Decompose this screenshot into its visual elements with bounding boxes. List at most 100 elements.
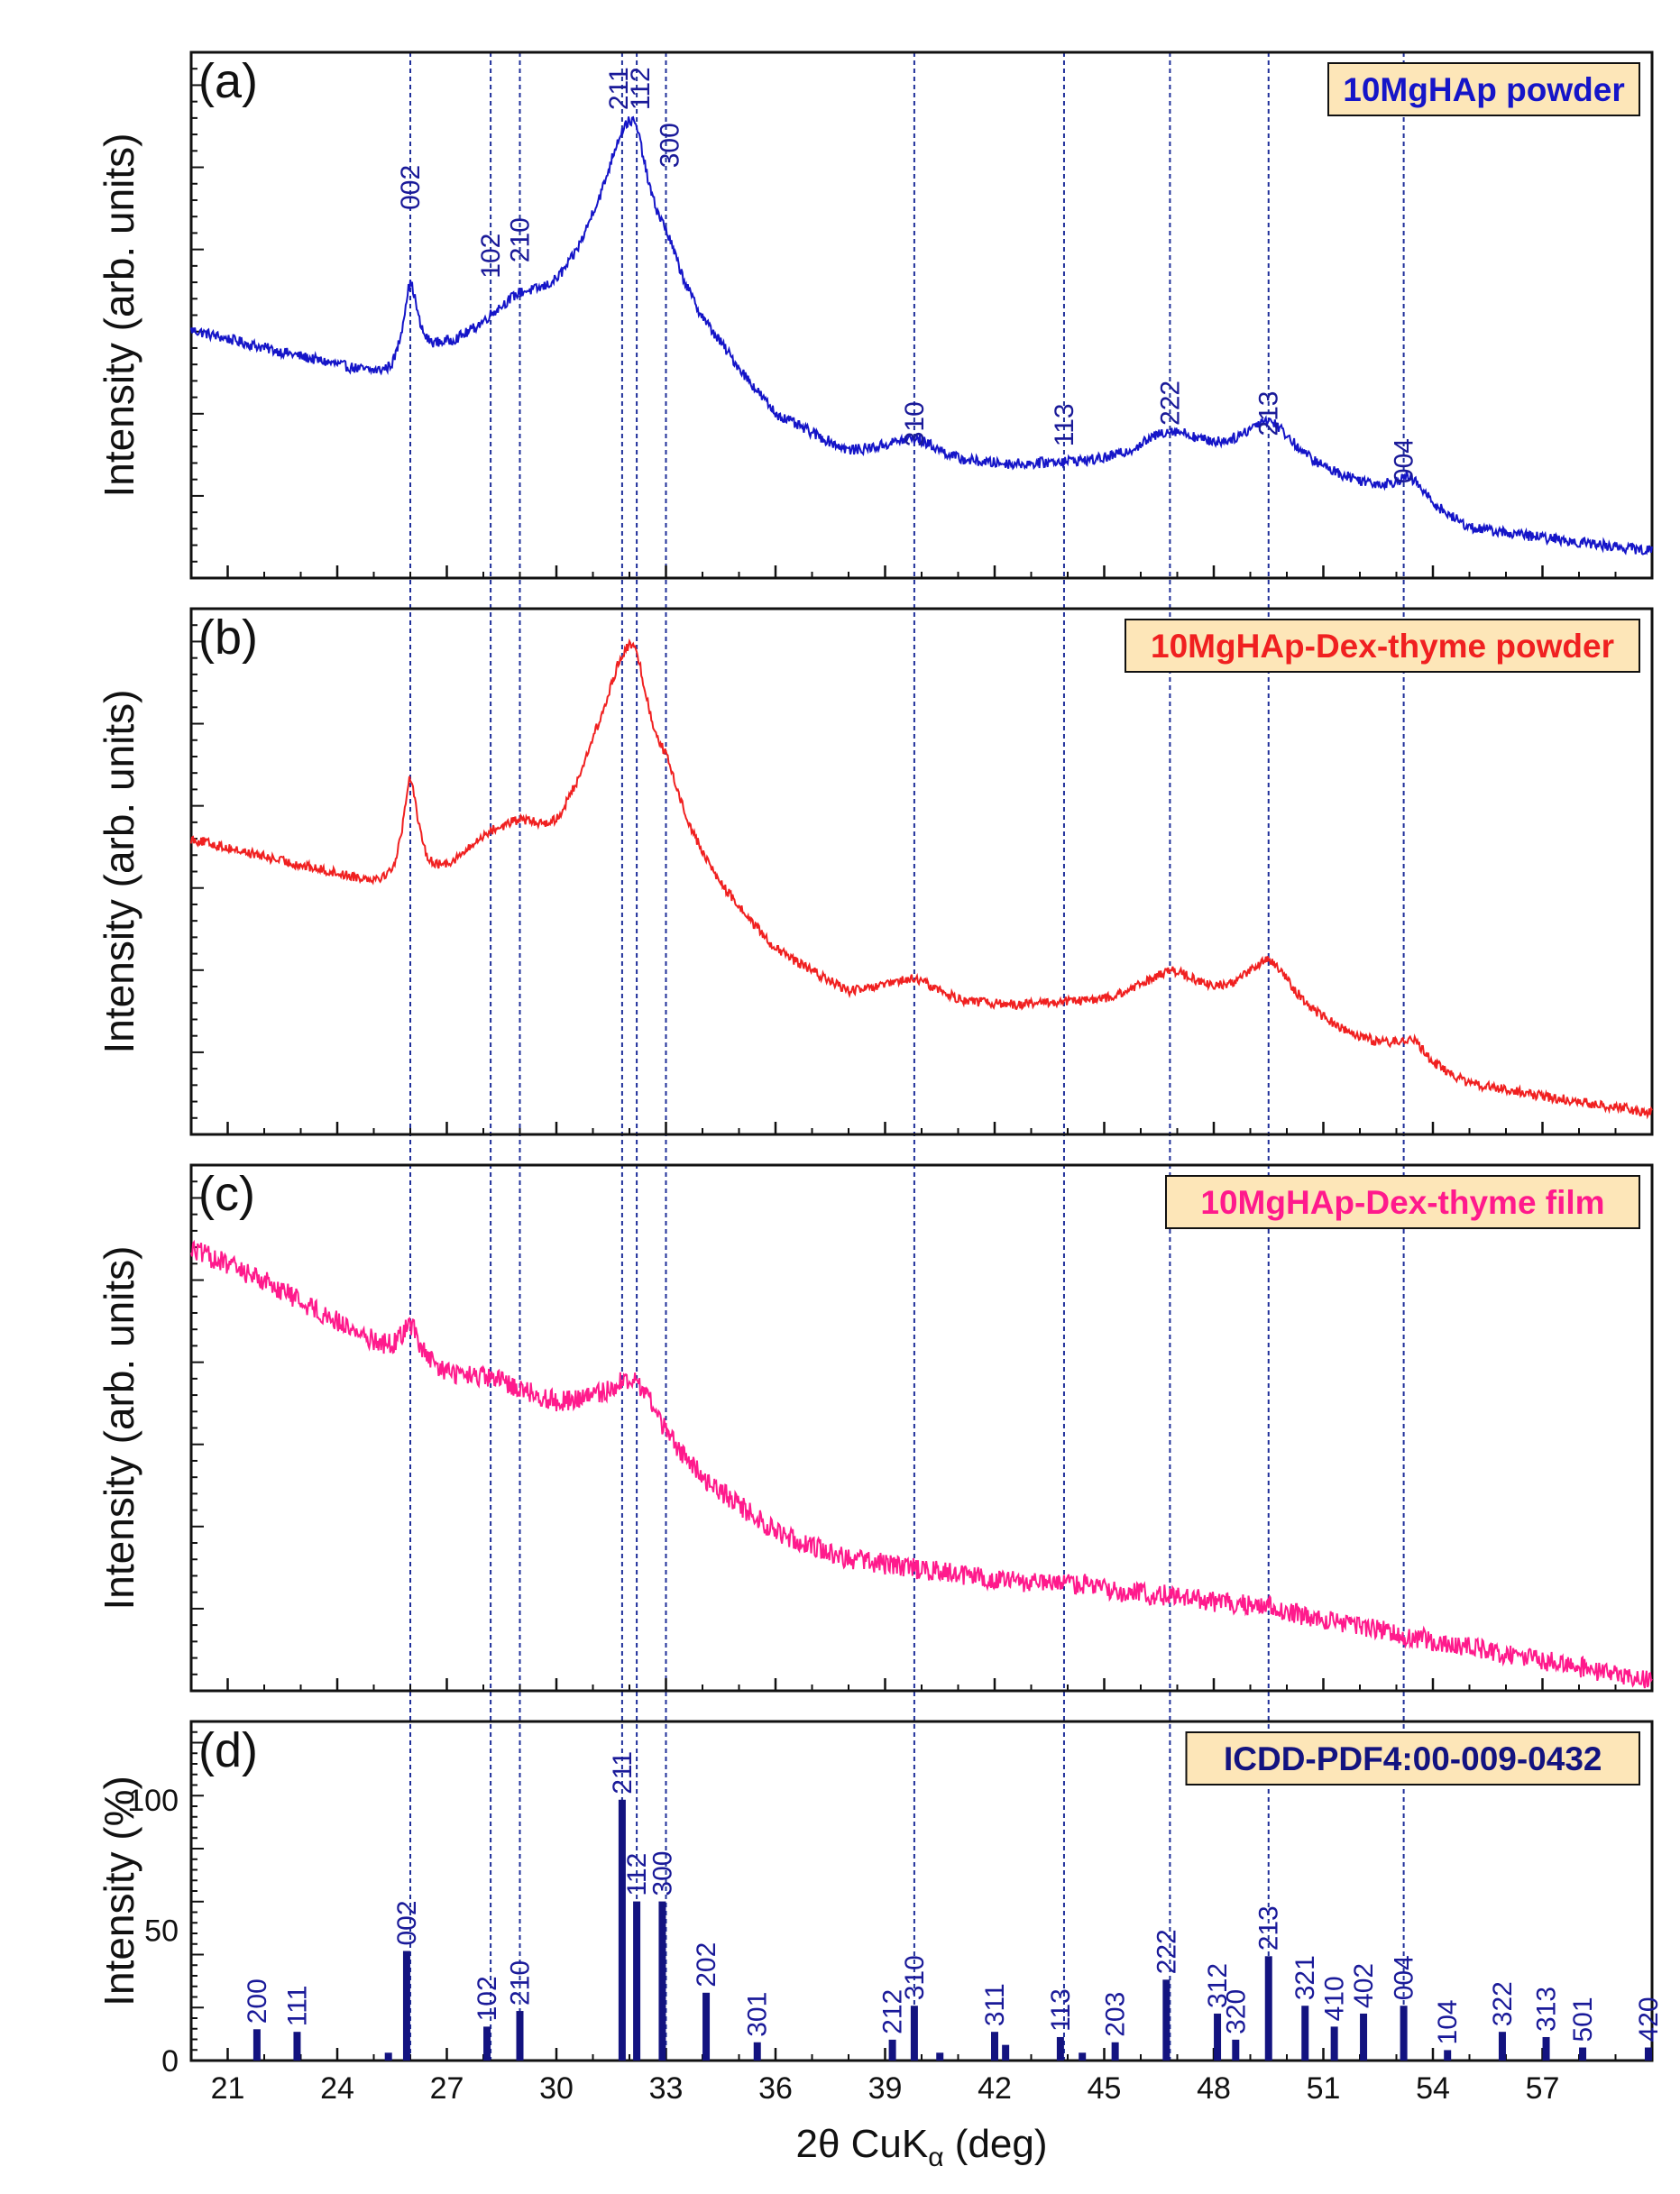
reflection-label: 211: [604, 67, 634, 110]
reflection-label: 300: [656, 123, 685, 168]
reference-stick: [1264, 1956, 1272, 2061]
panel-b-legend-box: [1125, 619, 1640, 673]
x-tick-label: 27: [430, 2071, 464, 2106]
reference-stick: [936, 2052, 944, 2061]
x-tick-label: 21: [211, 2071, 245, 2106]
x-tick-label: 30: [539, 2071, 574, 2106]
panel-d-legend-box: [1185, 1731, 1640, 1785]
reflection-label: 321: [1290, 1955, 1320, 2000]
panel-c: (c) Intensity (arb. units) 10MgHAp-Dex-t…: [96, 1163, 1654, 1693]
reflection-label: 213: [1254, 1905, 1284, 1951]
panel-c-y-axis-label: Intensity (arb. units): [96, 1246, 142, 1611]
reflection-label: 501: [1568, 1997, 1598, 2042]
reference-stick: [1301, 2006, 1309, 2061]
panel-a-tag: (a): [198, 54, 258, 108]
reference-stick: [1644, 2047, 1652, 2061]
reference-stick: [910, 2006, 918, 2061]
reflection-label: 102: [476, 234, 506, 279]
panel-d-legend-text: ICDD-PDF4:00-009-0432: [1224, 1740, 1602, 1777]
reference-pattern-sticks: [252, 1799, 1652, 2061]
reference-stick: [516, 2011, 524, 2061]
guide-lines: [409, 52, 1405, 2061]
reference-stick: [483, 2026, 491, 2061]
reference-stick: [1400, 2006, 1408, 2061]
panel-b: (b) Intensity (arb. units) 10MgHAp-Dex-t…: [96, 607, 1654, 1136]
y-tick-label: 0: [161, 2044, 179, 2079]
reflection-label: 222: [1155, 381, 1185, 426]
x-tick-label: 33: [649, 2071, 684, 2106]
panel-c-legend-box: [1165, 1175, 1640, 1229]
panel-a-legend-text: 10MgHAp powder: [1343, 71, 1624, 108]
reference-stick: [1002, 2044, 1010, 2061]
reference-stick: [1056, 2036, 1064, 2061]
reflection-label: 301: [743, 1992, 773, 2037]
x-tick-label: 51: [1307, 2071, 1341, 2106]
panel-b-tag: (b): [198, 610, 258, 665]
x-tick-label: 45: [1088, 2071, 1122, 2106]
reflection-label: 113: [1050, 403, 1079, 446]
reflection-label: 210: [506, 217, 536, 262]
reflection-label: 410: [1320, 1976, 1350, 2021]
reflection-label: 102: [473, 1976, 502, 2021]
panel-b-xrd-curve: [190, 638, 1653, 1120]
reference-stick: [1579, 2047, 1587, 2061]
reference-stick: [888, 2039, 896, 2061]
panel-b-legend-text: 10MgHAp-Dex-thyme powder: [1151, 628, 1614, 665]
panel-a-axis-ticks: [190, 51, 1653, 579]
reference-stick: [1360, 2013, 1368, 2061]
panel-d-y-tick-labels: 0 50 100: [127, 1784, 179, 2079]
x-tick-label: 42: [978, 2071, 1012, 2106]
reference-stick: [1444, 2050, 1452, 2061]
reference-stick: [1079, 2052, 1087, 2061]
reflection-label: 300: [647, 1851, 677, 1896]
reference-stick: [293, 2032, 301, 2061]
panel-a-y-axis-label: Intensity (arb. units): [96, 133, 142, 498]
panel-c-legend-text: 10MgHAp-Dex-thyme film: [1200, 1184, 1604, 1221]
reference-stick: [753, 2042, 761, 2061]
reflection-label: 313: [1532, 1987, 1562, 2032]
panel-c-axis-ticks: [190, 1164, 1653, 1692]
reference-stick: [658, 1901, 666, 2061]
reflection-label: 002: [396, 165, 426, 210]
x-tick-label: 48: [1197, 2071, 1231, 2106]
reflection-label: 322: [1488, 1981, 1518, 2026]
reflection-label: 320: [1221, 1989, 1251, 2034]
reflection-label: 211: [608, 1751, 638, 1795]
reflection-label: 310: [900, 1955, 930, 2000]
reflection-label: 312: [1203, 1963, 1233, 2008]
reflection-label: 310: [900, 401, 930, 446]
x-tick-label: 39: [868, 2071, 903, 2106]
reference-stick: [1232, 2039, 1240, 2061]
reflection-label: 104: [1433, 1999, 1463, 2044]
reference-stick: [1542, 2036, 1550, 2061]
reflection-label: 111: [282, 1986, 312, 2027]
reference-stick: [991, 2032, 998, 2061]
reflection-label: 222: [1152, 1929, 1181, 1974]
x-tick-label: 24: [320, 2071, 354, 2106]
panel-a-legend-box: [1327, 62, 1640, 116]
y-tick-label: 100: [127, 1784, 179, 1818]
panel-d-y-axis-label: Intensity (%): [96, 1776, 142, 2006]
reflection-label: 002: [392, 1900, 422, 1945]
reflection-label: 213: [1254, 391, 1284, 436]
reference-stick: [384, 2052, 392, 2061]
reference-stick: [633, 1901, 641, 2061]
x-axis-tick-labels: 21 24 27 30 33 36 39 42 45 48 51 54 57: [211, 2071, 1560, 2106]
reflection-label: 202: [692, 1942, 721, 1987]
reflection-label: 113: [1046, 1988, 1076, 2032]
reference-stick: [702, 1992, 711, 2061]
reference-stick: [1330, 2026, 1338, 2061]
panel-d-tag: (d): [198, 1723, 258, 1777]
x-tick-label: 54: [1416, 2071, 1450, 2106]
reflection-label: 112: [626, 67, 656, 110]
reflection-label: 420: [1634, 1997, 1664, 2042]
reflection-label: 004: [1390, 438, 1419, 483]
reflection-label: 200: [243, 1978, 272, 2024]
x-tick-label: 36: [758, 2071, 793, 2106]
reflection-label: 212: [878, 1989, 908, 2034]
reflection-label: 210: [506, 1960, 536, 2006]
